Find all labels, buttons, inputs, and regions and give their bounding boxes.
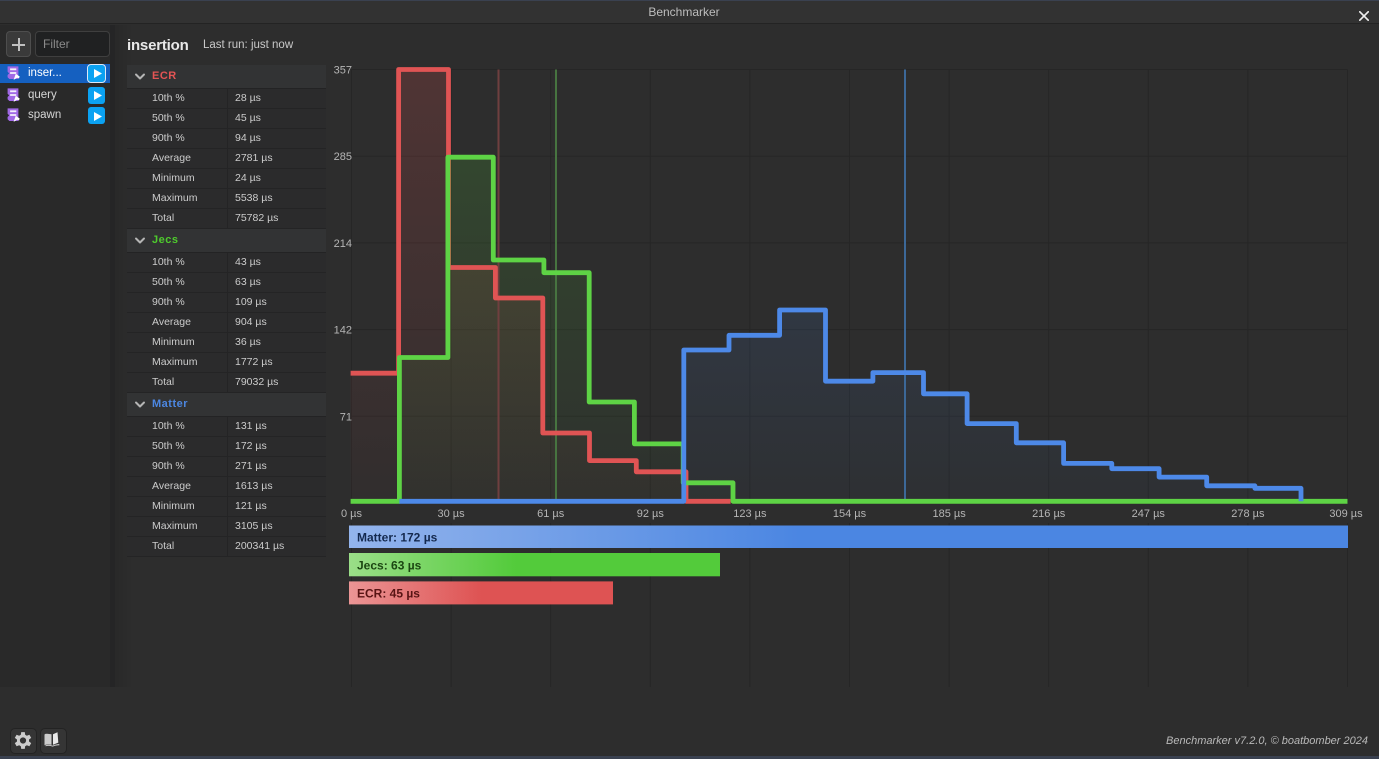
svg-text:154 µs: 154 µs (833, 508, 867, 520)
svg-text:278 µs: 278 µs (1231, 508, 1265, 520)
svg-text:309 µs: 309 µs (1329, 508, 1363, 520)
svg-text:Matter: 172 µs: Matter: 172 µs (357, 531, 438, 545)
svg-text:285: 285 (334, 151, 352, 163)
svg-text:123 µs: 123 µs (733, 508, 767, 520)
svg-text:142: 142 (334, 325, 352, 337)
svg-text:Jecs: 63 µs: Jecs: 63 µs (357, 559, 422, 573)
svg-text:357: 357 (334, 65, 352, 77)
svg-text:ECR: 45 µs: ECR: 45 µs (357, 587, 420, 601)
svg-text:185 µs: 185 µs (932, 508, 966, 520)
svg-text:61 µs: 61 µs (537, 508, 565, 520)
svg-text:0 µs: 0 µs (341, 508, 363, 520)
svg-text:30 µs: 30 µs (438, 508, 466, 520)
svg-text:92 µs: 92 µs (637, 508, 665, 520)
svg-text:216 µs: 216 µs (1032, 508, 1066, 520)
svg-text:247 µs: 247 µs (1132, 508, 1166, 520)
svg-text:71: 71 (340, 411, 352, 423)
svg-text:214: 214 (334, 238, 352, 250)
